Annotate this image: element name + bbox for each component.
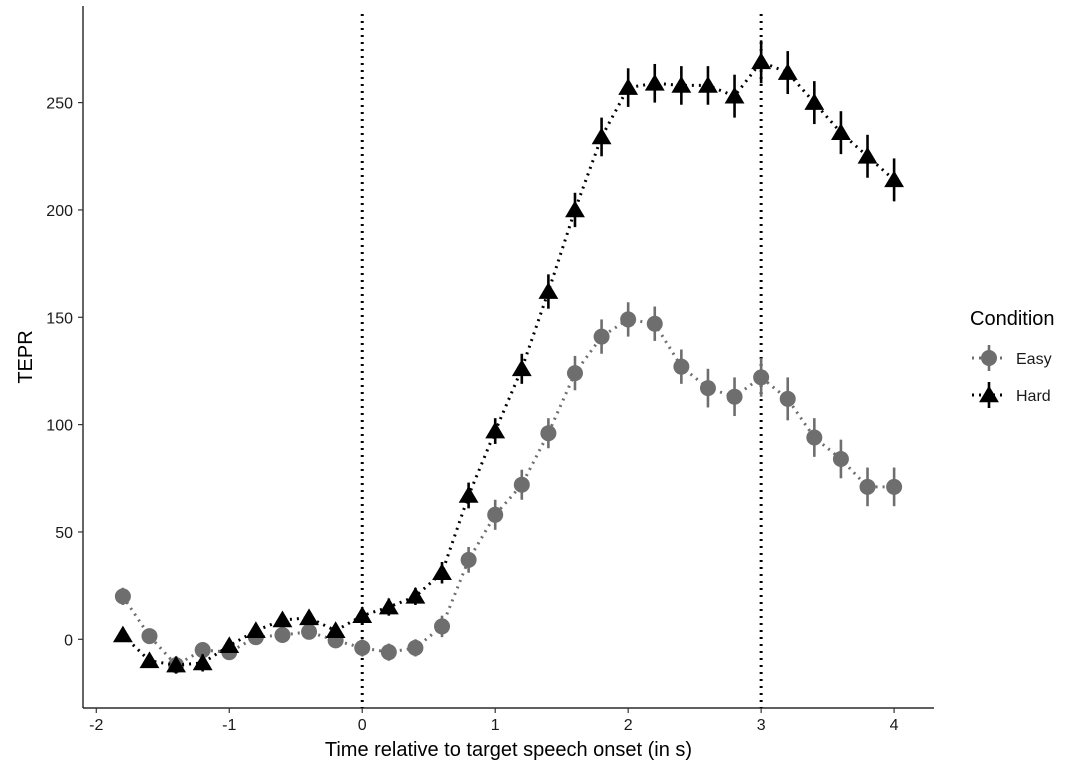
- series-hard: [112, 40, 905, 674]
- data-point-hard: [219, 636, 240, 654]
- data-point-hard: [884, 170, 905, 188]
- y-tick-label: 200: [46, 203, 73, 220]
- legend-title: Condition: [970, 308, 1055, 330]
- legend-key-easy: [972, 345, 1006, 371]
- data-point-hard: [272, 610, 293, 628]
- data-point-easy: [779, 390, 796, 407]
- data-point-easy: [566, 365, 583, 382]
- y-tick-label: 250: [46, 96, 73, 113]
- data-point-hard: [299, 608, 319, 626]
- data-point-hard: [538, 282, 559, 299]
- data-point-easy: [753, 369, 770, 386]
- data-point-easy: [620, 311, 637, 328]
- data-point-easy: [540, 425, 557, 442]
- x-tick-label: 4: [890, 717, 899, 734]
- data-point-hard: [192, 653, 213, 671]
- data-point-easy: [194, 642, 211, 659]
- y-tick-label: 100: [46, 418, 73, 435]
- data-point-hard: [644, 73, 665, 91]
- legend-marker: [981, 350, 997, 366]
- data-point-easy: [806, 429, 823, 446]
- series-line-easy: [121, 317, 895, 667]
- y-axis-title: TEPR: [15, 330, 37, 383]
- data-point-hard: [831, 123, 851, 140]
- x-tick-label: 0: [358, 717, 367, 734]
- data-point-easy: [487, 506, 504, 523]
- legend-marker: [979, 385, 999, 403]
- data-point-hard: [432, 563, 452, 581]
- data-point-hard: [777, 63, 798, 80]
- legend-key-hard: [972, 382, 1006, 408]
- data-point-hard: [511, 359, 532, 377]
- axes: -2 -1 0 1 2 3 4 0 50 100 150 200 250 Time relative to…: [15, 6, 934, 761]
- data-point-hard: [245, 621, 266, 639]
- plot-area: [112, 14, 905, 708]
- data-point-easy: [886, 478, 903, 495]
- data-point-hard: [565, 200, 585, 218]
- data-point-hard: [751, 52, 772, 70]
- data-point-hard: [139, 651, 160, 669]
- y-tick-label: 150: [46, 310, 73, 327]
- legend-label-easy: Easy: [1016, 351, 1052, 368]
- x-tick-label: -1: [222, 717, 236, 734]
- data-point-easy: [859, 478, 876, 495]
- data-point-easy: [646, 315, 663, 332]
- data-point-easy: [434, 618, 451, 635]
- data-point-easy: [114, 588, 131, 605]
- x-tick-label: 1: [491, 717, 500, 734]
- data-point-easy: [593, 328, 610, 345]
- data-point-easy: [407, 639, 424, 656]
- data-point-hard: [618, 78, 639, 95]
- data-point-hard: [724, 86, 745, 104]
- data-point-hard: [112, 625, 133, 643]
- data-point-hard: [458, 486, 479, 503]
- data-point-easy: [354, 639, 371, 656]
- data-point-hard: [591, 127, 612, 145]
- series-easy: [114, 302, 903, 674]
- data-point-hard: [485, 421, 506, 439]
- data-point-hard: [804, 93, 825, 110]
- data-point-hard: [698, 76, 718, 93]
- y-tick-label: 0: [64, 632, 73, 649]
- data-point-hard: [325, 621, 346, 639]
- data-point-hard: [352, 606, 373, 623]
- data-point-hard: [671, 76, 692, 93]
- data-point-easy: [274, 627, 291, 644]
- data-point-easy: [726, 388, 743, 405]
- data-point-easy: [699, 380, 716, 397]
- data-point-easy: [513, 476, 530, 493]
- legend: Condition Easy Hard: [970, 308, 1055, 408]
- x-axis-title: Time relative to target speech onset (in…: [325, 739, 692, 761]
- x-tick-label: 2: [624, 717, 633, 734]
- y-tick-label: 50: [55, 525, 73, 542]
- data-point-easy: [301, 623, 318, 640]
- series-line-hard: [121, 59, 896, 667]
- data-point-hard: [378, 597, 399, 615]
- data-point-hard: [166, 655, 186, 673]
- data-point-easy: [673, 358, 690, 375]
- data-point-hard: [857, 146, 878, 164]
- x-tick-label: -2: [89, 717, 103, 734]
- data-point-easy: [460, 551, 477, 568]
- x-tick-label: 3: [757, 717, 766, 734]
- data-point-easy: [380, 644, 397, 661]
- data-point-hard: [405, 586, 426, 604]
- legend-label-hard: Hard: [1016, 388, 1051, 405]
- data-point-easy: [141, 628, 158, 645]
- data-point-easy: [832, 450, 849, 467]
